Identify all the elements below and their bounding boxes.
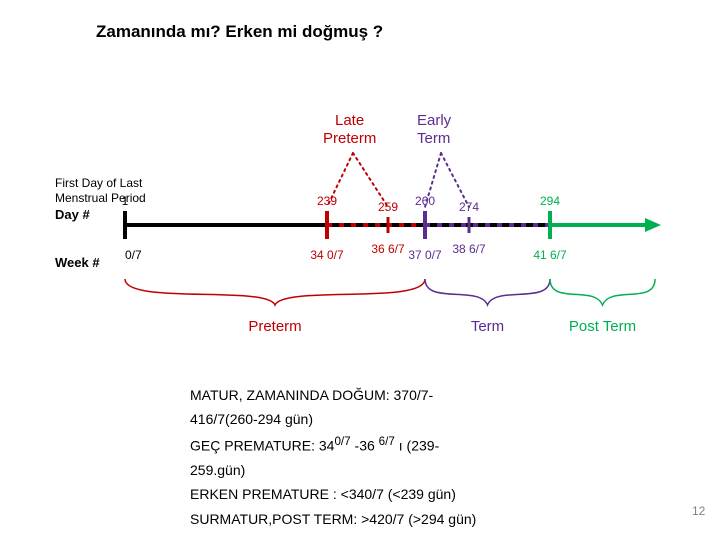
definition-line: MATUR, ZAMANINDA DOĞUM: 370/7- (190, 386, 476, 404)
svg-text:259: 259 (378, 200, 398, 214)
svg-text:41 6/7: 41 6/7 (533, 248, 567, 262)
svg-text:Day #: Day # (55, 207, 90, 222)
svg-text:38 6/7: 38 6/7 (452, 242, 486, 256)
svg-text:294: 294 (540, 194, 560, 208)
svg-text:Preterm: Preterm (323, 130, 376, 147)
definitions-block: MATUR, ZAMANINDA DOĞUM: 370/7- 416/7(260-… (190, 386, 476, 534)
svg-text:1: 1 (122, 194, 129, 208)
definition-line: SURMATUR,POST TERM: >420/7 (>294 gün) (190, 510, 476, 528)
svg-text:Menstrual Period: Menstrual Period (55, 191, 146, 205)
svg-text:First Day of Last: First Day of Last (55, 176, 143, 190)
svg-text:Late: Late (335, 112, 364, 129)
page-number: 12 (692, 504, 705, 518)
svg-text:36 6/7: 36 6/7 (371, 242, 405, 256)
timeline-diagram: First Day of LastMenstrual Period Day # We… (55, 95, 675, 355)
svg-text:Early: Early (417, 112, 452, 129)
definition-line: ERKEN PREMATURE : <340/7 (<239 gün) (190, 485, 476, 503)
definition-line: GEÇ PREMATURE: 340/7 -36 6/7 ı (239- (190, 434, 476, 455)
svg-text:37 0/7: 37 0/7 (408, 248, 442, 262)
svg-text:Preterm: Preterm (248, 318, 301, 335)
svg-text:239: 239 (317, 194, 337, 208)
svg-text:Week #: Week # (55, 255, 100, 270)
svg-text:0/7: 0/7 (125, 248, 142, 262)
svg-text:Term: Term (417, 130, 450, 147)
slide-title: Zamanında mı? Erken mi doğmuş ? (96, 22, 383, 42)
svg-text:34 0/7: 34 0/7 (310, 248, 344, 262)
definition-line: 416/7(260-294 gün) (190, 410, 476, 428)
svg-text:Term: Term (471, 318, 504, 335)
definition-line: 259.gün) (190, 461, 476, 479)
svg-text:Post Term: Post Term (569, 318, 636, 335)
